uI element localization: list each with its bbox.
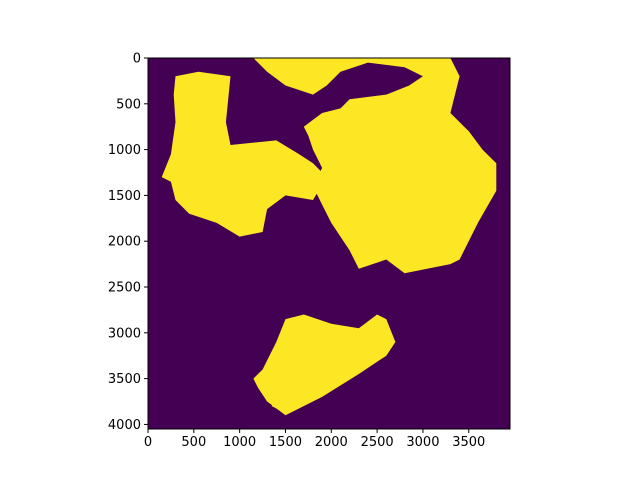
y-tick-label: 4000 bbox=[108, 418, 141, 433]
y-tick-label: 500 bbox=[116, 97, 141, 112]
y-tick-label: 3000 bbox=[108, 326, 141, 341]
y-tick-label: 0 bbox=[133, 52, 141, 67]
mask-region-2 bbox=[253, 58, 497, 274]
x-tick-label: 3000 bbox=[406, 435, 439, 450]
y-tick-label: 2000 bbox=[108, 235, 141, 250]
x-tick-label: 2500 bbox=[361, 435, 394, 450]
mask-region-4 bbox=[271, 396, 286, 411]
y-axis: 0 500 1000 1500 2000 2500 3000 3500 4000 bbox=[108, 52, 148, 433]
y-tick-label: 1500 bbox=[108, 189, 141, 204]
mask-regions bbox=[161, 58, 497, 416]
y-tick-label: 3500 bbox=[108, 372, 141, 387]
plot-area bbox=[147, 57, 511, 430]
x-tick-label: 1500 bbox=[269, 435, 302, 450]
y-tick-label: 1000 bbox=[108, 143, 141, 158]
x-axis: 0 500 1000 1500 2000 2500 3000 3500 bbox=[144, 429, 485, 450]
x-tick-label: 0 bbox=[144, 435, 152, 450]
mask-region-3 bbox=[253, 314, 396, 416]
x-tick-label: 1000 bbox=[223, 435, 256, 450]
x-tick-label: 2000 bbox=[315, 435, 348, 450]
y-tick-label: 2500 bbox=[108, 281, 141, 296]
mask-region-1 bbox=[161, 71, 327, 237]
x-tick-label: 500 bbox=[181, 435, 206, 450]
axes-frame bbox=[147, 57, 511, 430]
x-tick-label: 3500 bbox=[452, 435, 485, 450]
